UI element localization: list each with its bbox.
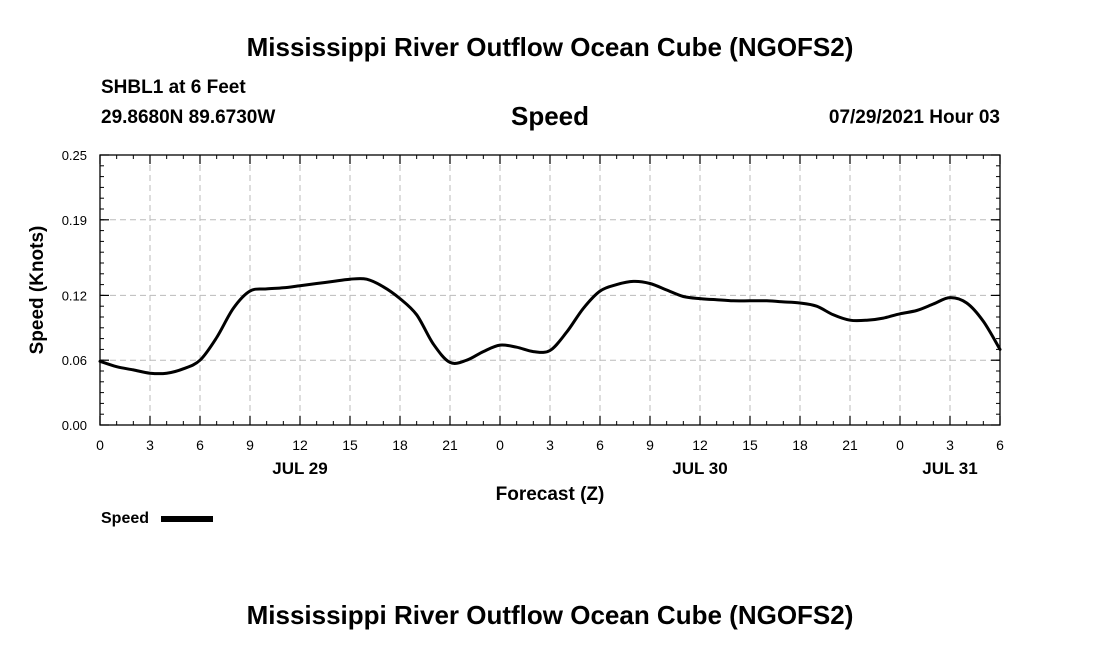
date-label: JUL 30 (672, 459, 727, 478)
x-tick-label: 15 (742, 437, 758, 453)
chart-title-bottom: Mississippi River Outflow Ocean Cube (NG… (246, 600, 854, 630)
station-coordinates: 29.8680N 89.6730W (101, 107, 276, 128)
x-tick-label: 0 (496, 437, 504, 453)
station-label: SHBL1 at 6 Feet (101, 77, 246, 98)
x-tick-label: 6 (596, 437, 604, 453)
y-tick-label: 0.12 (62, 288, 87, 303)
x-tick-label: 6 (196, 437, 204, 453)
x-tick-label: 3 (146, 437, 154, 453)
chart-title-top: Mississippi River Outflow Ocean Cube (NG… (246, 32, 854, 62)
x-tick-label: 15 (342, 437, 358, 453)
legend-line-swatch (161, 516, 213, 522)
x-tick-label: 12 (692, 437, 708, 453)
y-tick-label: 0.19 (62, 213, 87, 228)
y-tick-label: 0.06 (62, 353, 87, 368)
x-axis-label: Forecast (Z) (496, 484, 605, 505)
x-tick-label: 3 (946, 437, 954, 453)
x-tick-label: 21 (442, 437, 458, 453)
forecast-datetime: 07/29/2021 Hour 03 (828, 107, 1000, 128)
plot-frame (99, 154, 1001, 426)
x-tick-label: 0 (896, 437, 904, 453)
x-tick-label: 3 (546, 437, 554, 453)
x-tick-label: 6 (996, 437, 1004, 453)
x-tick-label: 18 (792, 437, 808, 453)
legend-label: Speed (101, 510, 150, 527)
x-tick-label: 0 (96, 437, 104, 453)
x-tick-label: 21 (842, 437, 858, 453)
y-tick-label: 0.00 (62, 418, 87, 433)
x-tick-label: 12 (292, 437, 308, 453)
y-axis-label: Speed (Knots) (27, 226, 48, 355)
speed-series-line (98, 277, 1002, 376)
x-tick-label: 9 (246, 437, 254, 453)
y-tick-label: 0.25 (62, 148, 87, 163)
date-label: JUL 31 (922, 459, 977, 478)
date-label: JUL 29 (272, 459, 327, 478)
chart-variable-title: Speed (510, 101, 590, 131)
x-tick-label: 9 (646, 437, 654, 453)
x-tick-label: 18 (392, 437, 408, 453)
